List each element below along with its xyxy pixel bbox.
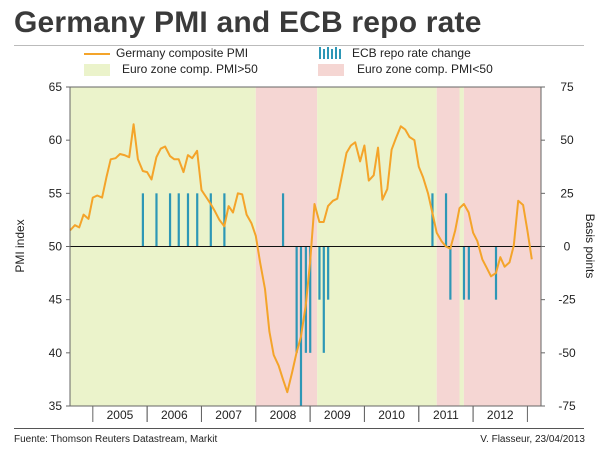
legend-above-swatch — [84, 64, 110, 76]
legend: Germany composite PMI ECB repo rate chan… — [0, 46, 597, 78]
ecb-bar — [209, 193, 212, 247]
ecb-bar — [177, 193, 180, 247]
right-tick-label: 75 — [560, 80, 574, 94]
left-tick-label: 60 — [49, 133, 63, 147]
right-axis: -75 -50 -25 0 25 50 75 — [541, 80, 576, 413]
left-tick-label: 35 — [49, 399, 63, 413]
x-tick-label: 2011 — [433, 408, 459, 422]
legend-below-label: Euro zone comp. PMI<50 — [357, 62, 493, 76]
left-tick-label: 55 — [49, 186, 63, 200]
footer-divider — [14, 428, 584, 429]
right-tick-label: -50 — [558, 346, 576, 360]
header-divider — [14, 45, 584, 46]
legend-below-swatch — [318, 64, 344, 76]
y2-axis-label: Basis points — [583, 214, 597, 279]
x-tick-label: 2010 — [378, 408, 405, 422]
ecb-bar — [444, 193, 448, 247]
pmi-series-line — [69, 123, 533, 394]
ecb-bar — [299, 246, 303, 406]
x-tick-label: 2005 — [107, 408, 134, 422]
ecb-bar — [295, 246, 298, 353]
ecb-bar — [168, 193, 172, 247]
right-tick-label: 25 — [560, 186, 574, 200]
chart-title: Germany PMI and ECB repo rate — [14, 6, 482, 39]
legend-ecb-swatch-bar — [331, 49, 333, 59]
ecb-bar — [223, 193, 226, 247]
legend-above-label: Euro zone comp. PMI>50 — [122, 62, 258, 76]
right-tick-label: -75 — [558, 399, 576, 413]
ecb-bar — [281, 193, 285, 247]
left-tick-label: 45 — [49, 293, 63, 307]
right-tick-label: -25 — [558, 293, 576, 307]
left-tick-label: 50 — [49, 240, 63, 254]
x-tick-label: 2012 — [487, 408, 514, 422]
left-axis: 35 40 45 50 55 60 65 — [49, 80, 70, 413]
x-tick-label: 2007 — [215, 408, 242, 422]
ecb-bar — [449, 246, 452, 300]
legend-ecb-label: ECB repo rate change — [352, 46, 471, 60]
ecb-bar — [431, 193, 434, 247]
source-note: Fuente: Thomson Reuters Datastream, Mark… — [14, 434, 218, 445]
right-tick-label: 50 — [560, 133, 574, 147]
legend-pmi-swatch — [84, 53, 110, 55]
ecb-bar — [309, 246, 312, 353]
ecb-bar — [186, 193, 190, 247]
x-tick-label: 2006 — [161, 408, 188, 422]
legend-ecb-swatch-bar — [319, 47, 321, 59]
left-tick-label: 40 — [49, 346, 63, 360]
author-note: V. Flasseur, 23/04/2013 — [480, 434, 585, 445]
y-axis-label: PMI index — [13, 219, 27, 272]
legend-ecb-swatch — [319, 47, 341, 59]
x-axis: 2005 2006 2007 2008 2009 2010 2011 2012 — [92, 406, 528, 422]
x-tick-label: 2008 — [270, 408, 297, 422]
ecb-bar — [327, 246, 330, 300]
right-tick-label: 0 — [564, 240, 571, 254]
ecb-bar — [155, 193, 158, 247]
x-tick-label: 2009 — [324, 408, 351, 422]
legend-pmi-label: Germany composite PMI — [116, 46, 249, 60]
left-tick-label: 65 — [49, 80, 63, 94]
ecb-bar — [322, 246, 325, 353]
chart-area: 35 40 45 50 55 60 65 -75 -50 -25 0 25 50 75 2005 2006… — [13, 80, 597, 422]
ecb-bar — [467, 246, 470, 300]
ecb-bar — [318, 246, 321, 300]
legend-ecb-swatch-bar — [339, 49, 341, 59]
ecb-bar — [196, 193, 199, 247]
legend-ecb-swatch-bar — [323, 49, 325, 59]
ecb-bar — [462, 246, 466, 300]
ecb-bar — [141, 193, 144, 247]
legend-ecb-swatch-bar — [327, 47, 329, 59]
legend-ecb-swatch-bar — [335, 47, 337, 59]
